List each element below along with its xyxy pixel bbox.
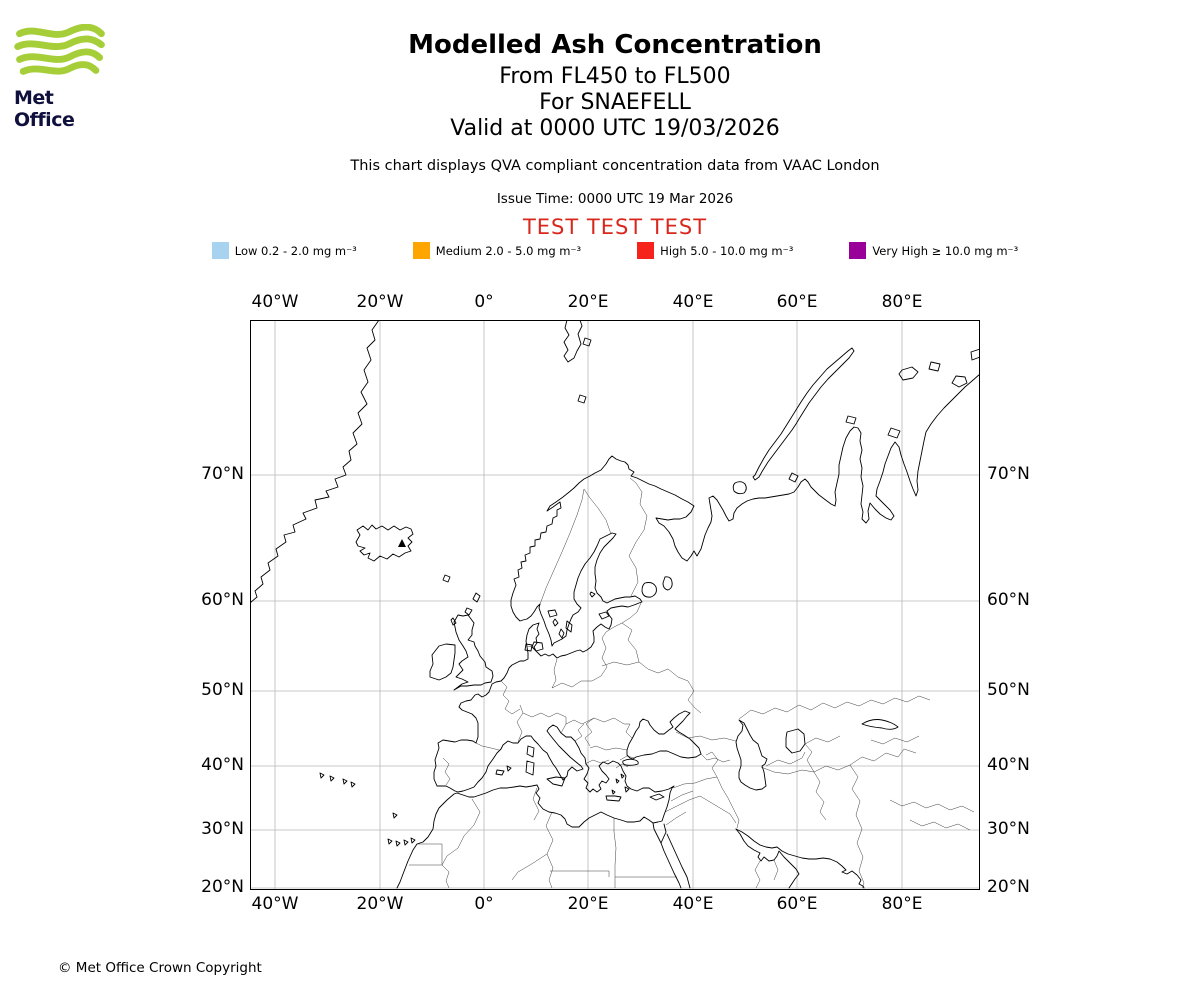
lon-tick-bottom-40w: 40°W	[251, 894, 299, 914]
lat-tick-right-20n: 20°N	[987, 877, 1030, 897]
lon-tick-top-0: 0°	[474, 292, 494, 312]
lat-tick-left-70n: 70°N	[201, 464, 244, 484]
logo-waves-icon	[14, 23, 105, 75]
legend-label-medium: Medium 2.0 - 5.0 mg m⁻³	[435, 243, 582, 258]
lon-tick-top-40e: 40°E	[672, 292, 714, 312]
logo-brand-text: Met Office	[14, 87, 75, 131]
qva-note: This chart displays QVA compliant concen…	[350, 158, 880, 174]
lat-tick-right-60n: 60°N	[987, 590, 1030, 610]
subtitle-volcano: For SNAEFELL	[539, 90, 691, 115]
lat-tick-left-20n: 20°N	[201, 877, 244, 897]
legend-item-medium: Medium 2.0 - 5.0 mg m⁻³	[412, 242, 582, 259]
volcano-marker-icon	[398, 539, 406, 547]
legend-swatch-very-high	[849, 242, 867, 259]
legend-item-very-high: Very High ≥ 10.0 mg m⁻³	[849, 242, 1018, 259]
legend-swatch-low	[211, 242, 229, 259]
lon-tick-bottom-20e: 20°E	[567, 894, 609, 914]
country-borders	[409, 477, 975, 889]
copyright-notice: © Met Office Crown Copyright	[58, 960, 262, 976]
lat-tick-left-60n: 60°N	[201, 590, 244, 610]
map-frame	[250, 320, 980, 890]
map-canvas	[250, 320, 980, 890]
legend-item-low: Low 0.2 - 2.0 mg m⁻³	[211, 242, 357, 259]
graticule-grid	[250, 320, 980, 890]
subtitle-flight-levels: From FL450 to FL500	[499, 64, 731, 89]
coastlines	[250, 320, 980, 889]
met-office-logo: Met Office	[14, 23, 118, 131]
lat-tick-left-30n: 30°N	[201, 819, 244, 839]
subtitle-valid-time: Valid at 0000 UTC 19/03/2026	[450, 116, 780, 141]
europe-map	[250, 320, 980, 890]
lat-tick-right-40n: 40°N	[987, 755, 1030, 775]
lat-tick-left-50n: 50°N	[201, 680, 244, 700]
lon-tick-bottom-0: 0°	[474, 894, 494, 914]
legend-label-high: High 5.0 - 10.0 mg m⁻³	[660, 243, 794, 258]
legend-label-low: Low 0.2 - 2.0 mg m⁻³	[234, 243, 357, 258]
lon-tick-top-80e: 80°E	[881, 292, 923, 312]
lat-tick-right-70n: 70°N	[987, 464, 1030, 484]
issue-time: Issue Time: 0000 UTC 19 Mar 2026	[496, 191, 734, 207]
concentration-legend: Low 0.2 - 2.0 mg m⁻³ Medium 2.0 - 5.0 mg…	[30, 242, 1200, 259]
lon-tick-top-20e: 20°E	[567, 292, 609, 312]
lon-tick-top-20w: 20°W	[356, 292, 404, 312]
lon-tick-top-40w: 40°W	[251, 292, 299, 312]
lat-tick-left-40n: 40°N	[201, 755, 244, 775]
lon-tick-top-60e: 60°E	[776, 292, 818, 312]
page-title: Modelled Ash Concentration	[408, 30, 822, 60]
lat-tick-right-30n: 30°N	[987, 819, 1030, 839]
legend-label-very-high: Very High ≥ 10.0 mg m⁻³	[872, 243, 1019, 258]
legend-swatch-high	[637, 242, 655, 259]
lon-tick-bottom-80e: 80°E	[881, 894, 923, 914]
lon-tick-bottom-40e: 40°E	[672, 894, 714, 914]
lon-tick-bottom-60e: 60°E	[776, 894, 818, 914]
lon-tick-bottom-20w: 20°W	[356, 894, 404, 914]
legend-item-high: High 5.0 - 10.0 mg m⁻³	[637, 242, 793, 259]
legend-swatch-medium	[412, 242, 430, 259]
test-banner: TEST TEST TEST	[522, 215, 708, 239]
lat-tick-right-50n: 50°N	[987, 680, 1030, 700]
